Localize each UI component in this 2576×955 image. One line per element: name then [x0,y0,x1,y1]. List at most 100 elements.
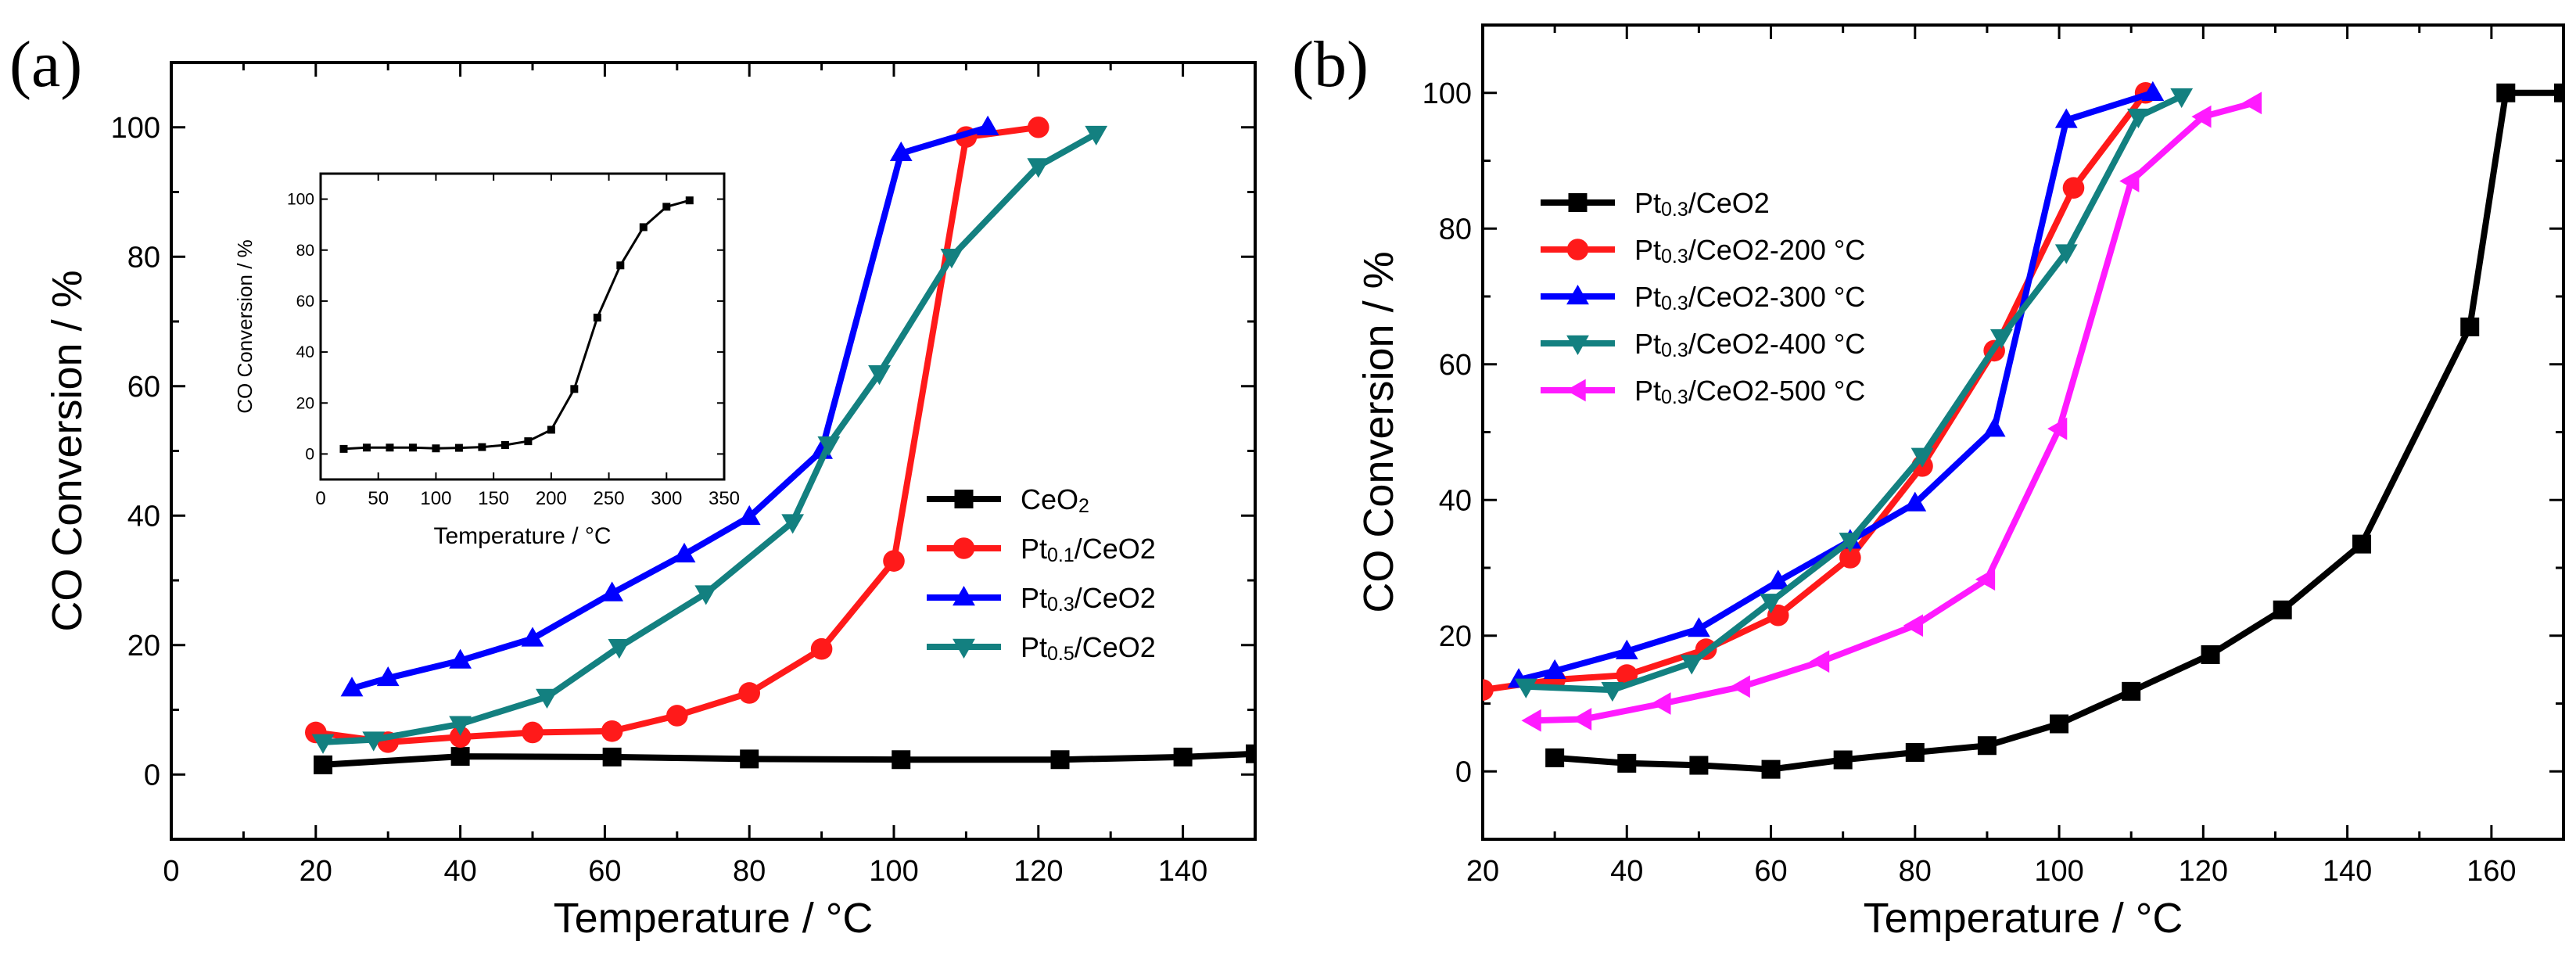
data-point [1905,742,1925,762]
x-axis-title: Temperature / °C [554,895,874,942]
data-point [1903,614,1923,637]
data-point [781,514,805,534]
data-point [1483,679,1494,701]
inset-y-axis-title: CO Conversion / % [233,239,257,414]
inset-data-point [570,385,579,393]
data-point [340,677,364,697]
data-point [2047,417,2068,440]
data-point [1975,568,1996,591]
y-tick-label: 20 [1439,620,1472,653]
data-point [810,637,833,660]
data-point [940,249,963,269]
data-point [1982,417,2006,437]
data-point [521,626,544,647]
legend-marker [953,638,975,659]
data-point [450,747,470,767]
inset-x-tick-label: 150 [478,488,509,509]
legend-label: Pt0.5/CeO2 [1021,631,1156,665]
data-point [376,666,400,687]
inset-x-tick-label: 50 [368,488,389,509]
y-tick-label: 0 [144,759,160,792]
data-point [601,581,624,601]
legend-label: CeO2 [1021,483,1089,517]
data-point [2050,714,2069,734]
data-point [1903,491,1927,512]
data-point [1514,678,1537,698]
data-point [673,542,696,563]
x-tick-label: 100 [869,855,918,888]
inset-series-line [343,199,691,451]
legend-label: Pt0.1/CeO2 [1021,533,1156,566]
series-line [350,124,989,692]
data-point [2273,600,2292,619]
plot-frame [1481,23,2565,841]
data-point [2241,92,2262,115]
y-tick-label: 80 [127,241,160,274]
inset-data-point [408,443,417,452]
x-tick-label: 140 [1158,855,1207,888]
data-point [311,734,335,754]
series-line [322,131,1098,745]
inset-data-point [547,425,555,434]
data-point [449,726,472,749]
data-point [2054,244,2078,264]
x-tick-label: 140 [2323,855,2372,888]
legend-label: Pt0.3/CeO2 [1021,582,1156,616]
data-point [1651,692,1671,715]
data-point [2062,177,2085,199]
y-axis-title: CO Conversion / % [1355,251,1402,612]
x-tick-label: 100 [2034,855,2083,888]
x-tick-label: 0 [163,855,179,888]
data-point [889,141,913,162]
data-point [2460,318,2480,337]
data-point [2554,83,2563,102]
data-point [1615,639,1638,659]
series-line [1518,89,2154,683]
inset-y-tick-label: 40 [296,343,314,361]
data-point [1910,447,1934,468]
x-tick-label: 60 [588,855,621,888]
series-pt0-5-ceo2 [311,125,1108,754]
x-tick-label: 80 [733,855,766,888]
data-point [1027,158,1050,178]
panel-label: (b) [1292,28,1369,101]
inset-x-tick-label: 0 [315,488,325,509]
data-point [2119,170,2140,192]
data-point [737,504,761,526]
legend-label: Pt0.3/CeO2-300 °C [1634,281,1865,314]
legend-marker [1566,335,1589,355]
inset-x-tick-label: 350 [709,488,740,509]
data-point [1617,753,1637,773]
x-tick-label: 40 [1610,855,1643,888]
data-point [694,585,718,605]
legend-label: Pt0.3/CeO2-400 °C [1634,328,1865,361]
data-point [314,755,333,774]
inset-data-point [685,196,694,205]
y-tick-label: 60 [127,371,160,404]
panel-label: (a) [9,28,82,101]
inset-data-point [662,203,671,211]
series-ceo2 [314,744,1255,774]
data-point [1760,594,1782,614]
y-tick-label: 20 [127,630,160,662]
inset-x-tick-label: 250 [594,488,625,509]
x-tick-label: 120 [1014,855,1063,888]
x-tick-label: 80 [1899,855,1932,888]
legend-label: Pt0.3/CeO2-200 °C [1634,234,1865,267]
inset-x-tick-label: 200 [536,488,567,509]
legend-marker [1566,239,1589,260]
data-point [2122,681,2141,701]
inset-frame [319,172,726,481]
inset-chart: 0 50 100 150 200 250 300 350 0 20 40 60 80 100 Tempera… [233,172,740,549]
inset-y-tick-label: 20 [296,394,314,412]
y-tick-label: 60 [1439,349,1472,382]
x-axis-title: Temperature / °C [1864,895,2183,942]
inset-y-tick-label: 100 [287,191,314,209]
data-point [449,716,472,736]
data-point [449,648,472,669]
legend-label: Pt0.3/CeO2-500 °C [1634,375,1865,408]
inset-data-point [339,444,348,453]
data-point [536,688,558,709]
series-line [1526,93,2183,694]
